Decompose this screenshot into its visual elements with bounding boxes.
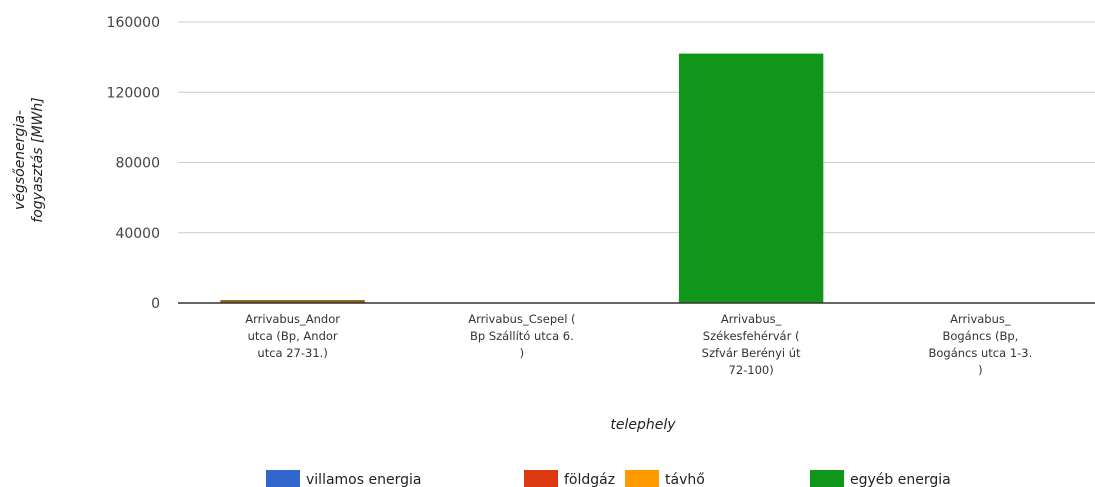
- x-category-label: ): [978, 363, 983, 377]
- x-category-label: Arrivabus_Andor: [245, 312, 340, 326]
- y-tick-label: 40000: [115, 226, 160, 242]
- legend-label: egyéb energia: [850, 472, 951, 487]
- y-tick-label: 160000: [107, 15, 160, 31]
- x-axis-title: telephely: [610, 417, 676, 433]
- bar-segment: [220, 300, 365, 303]
- y-axis-title-line: végsőenergia-: [12, 110, 28, 210]
- x-category-label: utca (Bp, Andor: [248, 329, 338, 343]
- legend-swatch: [524, 470, 558, 487]
- x-category-label: Arrivabus_: [950, 312, 1011, 326]
- x-category-label: Bogáncs utca 1-3.: [928, 346, 1032, 360]
- x-category-label: Szfvár Berényi út: [702, 346, 801, 360]
- bar-segment: [678, 53, 824, 303]
- legend-label: távhő: [665, 472, 705, 487]
- y-axis-title: végsőenergia-fogyasztás [MWh]: [12, 97, 46, 222]
- x-category-label: 72-100): [729, 363, 774, 377]
- x-category-label: Arrivabus_Csepel (: [468, 312, 575, 326]
- x-category-label: Bp Szállító utca 6.: [470, 329, 574, 343]
- y-axis-title-line: fogyasztás [MWh]: [30, 97, 46, 222]
- y-axis-ticks: 0 40000 80000 120000 160000: [107, 15, 160, 312]
- y-tick-label: 80000: [115, 156, 160, 172]
- legend: villamos energia földgáz távhő egyéb energi…: [266, 470, 951, 487]
- bar-segment: [220, 300, 365, 301]
- x-category-label: Arrivabus_: [721, 312, 782, 326]
- legend-label: földgáz: [564, 472, 615, 487]
- legend-swatch: [625, 470, 659, 487]
- x-category-label: Bogáncs (Bp,: [942, 329, 1018, 343]
- legend-swatch: [266, 470, 300, 487]
- y-tick-label: 0: [151, 296, 160, 312]
- x-category-label: ): [520, 346, 525, 360]
- legend-swatch: [810, 470, 844, 487]
- bars: [220, 53, 824, 303]
- x-category-label: utca 27-31.): [257, 346, 327, 360]
- y-tick-label: 120000: [107, 85, 160, 101]
- x-category-label: Székesfehérvár (: [703, 329, 800, 343]
- legend-label: villamos energia: [306, 472, 421, 487]
- gridlines: [178, 21, 1095, 234]
